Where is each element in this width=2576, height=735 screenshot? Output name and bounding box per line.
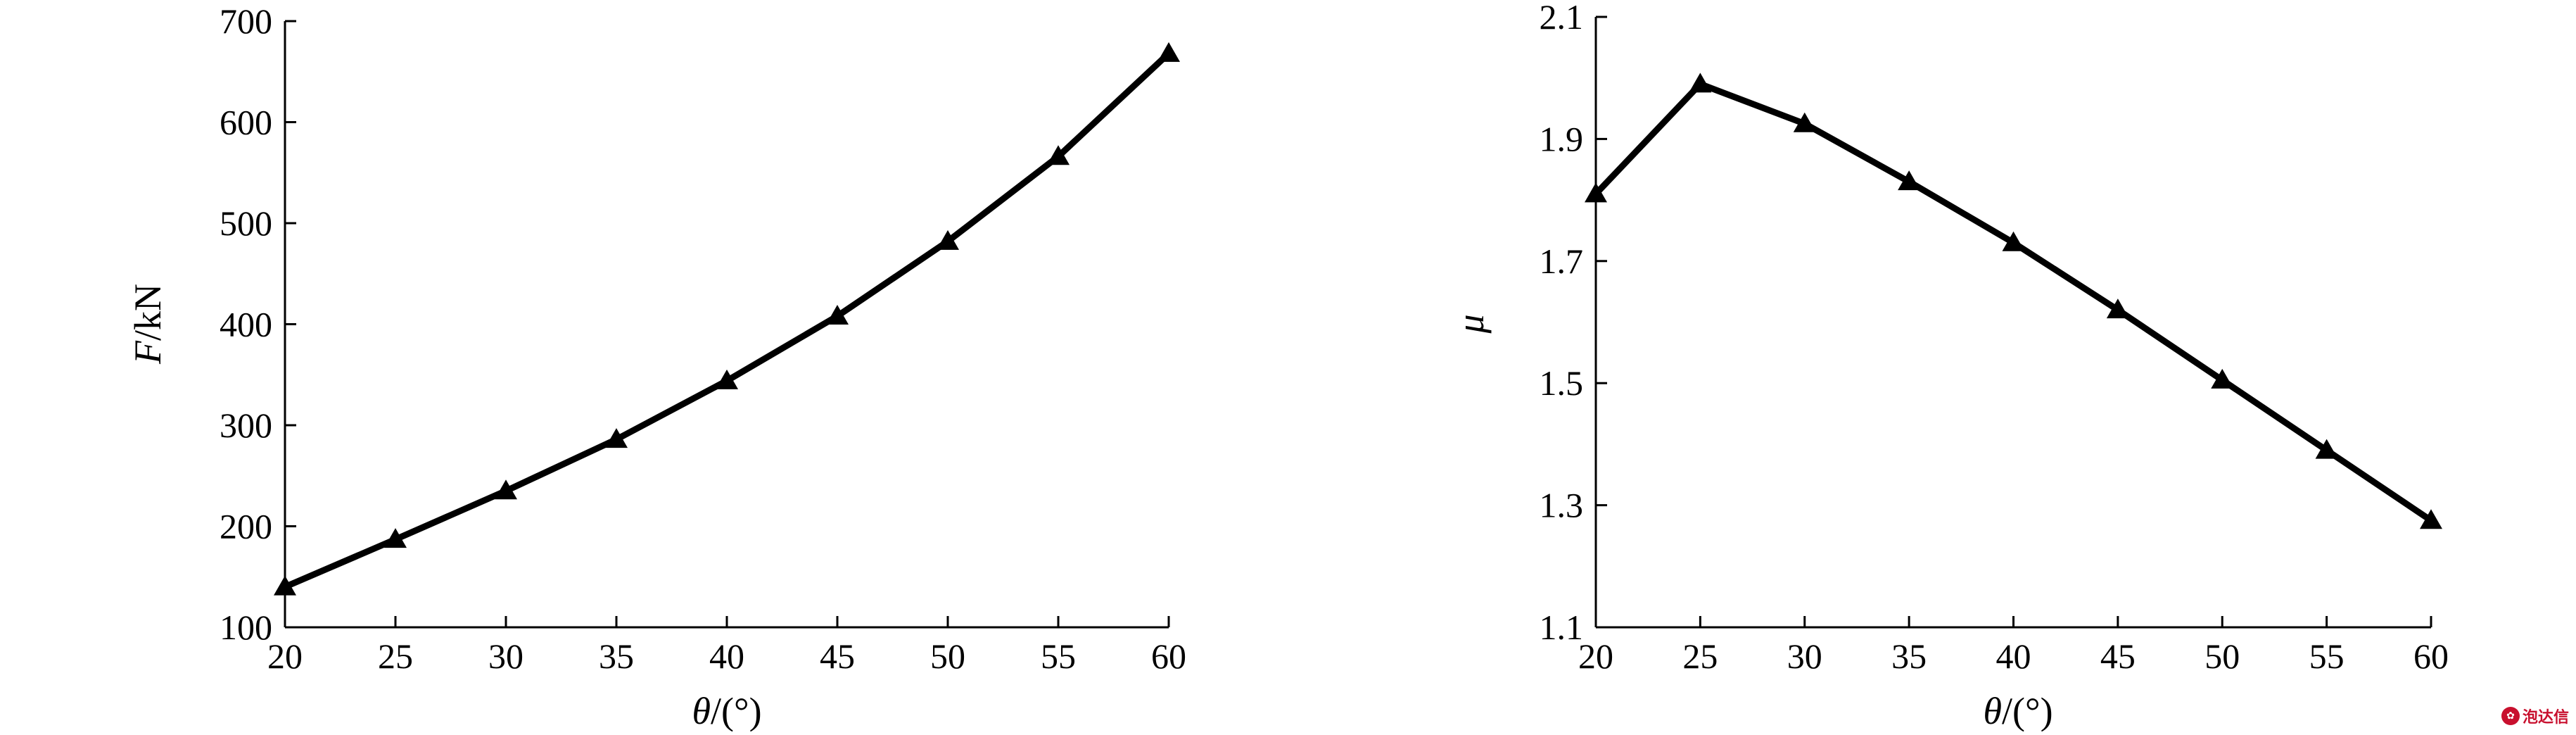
y-tick-label: 700 xyxy=(220,1,272,41)
y-tick-label: 300 xyxy=(220,406,272,445)
data-point xyxy=(1157,42,1180,62)
x-axis-symbol: θ xyxy=(1983,690,2002,731)
y-tick-label: 100 xyxy=(220,608,272,647)
x-tick-label: 45 xyxy=(2100,636,2136,676)
data-point xyxy=(605,428,628,448)
y-tick-label: 1.9 xyxy=(1540,119,1584,158)
x-axis-unit: /(°) xyxy=(711,690,762,731)
data-point xyxy=(1898,170,1921,191)
x-tick-label: 35 xyxy=(1891,636,1927,676)
data-point xyxy=(1047,145,1070,165)
y-tick-label: 1.7 xyxy=(1540,241,1584,281)
data-point xyxy=(384,528,407,548)
y-tick-label: 1.5 xyxy=(1540,363,1584,403)
x-tick-label: 45 xyxy=(820,636,855,676)
y-axis-title: F/kN xyxy=(127,284,169,365)
data-point xyxy=(826,305,849,325)
y-axis-symbol: F xyxy=(127,340,169,365)
cnki-logo-icon: ✿ xyxy=(2501,707,2520,725)
data-point xyxy=(2106,299,2129,319)
watermark-text: 泡达信 xyxy=(2522,709,2569,727)
chart-coefficient: μ θ/(°) 1.1 1.3 1.5 1.7 1.9 2.1 20 25 30 35 40 45 50… xyxy=(1449,0,2449,732)
y-tick-label: 600 xyxy=(220,103,272,142)
x-tick-label: 40 xyxy=(709,636,744,676)
y-tick-label: 1.1 xyxy=(1540,608,1584,647)
data-point xyxy=(2002,231,2025,251)
watermark: ✿ 泡达信 xyxy=(2501,705,2569,727)
x-tick-label: 50 xyxy=(930,636,965,676)
data-point xyxy=(2420,509,2442,529)
y-axis-symbol: μ xyxy=(1449,314,1492,334)
x-tick-label: 50 xyxy=(2204,636,2240,676)
x-axis-title: θ/(°) xyxy=(692,690,761,731)
data-point xyxy=(1793,112,1816,132)
x-axis-title: θ/(°) xyxy=(1983,690,2052,731)
series-line xyxy=(1592,80,2435,524)
x-tick-label: 20 xyxy=(1578,636,1613,676)
series-line xyxy=(281,50,1172,591)
x-tick-label: 60 xyxy=(2413,636,2449,676)
data-point xyxy=(495,479,517,500)
x-tick-label: 40 xyxy=(1996,636,2031,676)
x-tick-label: 25 xyxy=(1682,636,1718,676)
data-point xyxy=(2315,439,2338,459)
y-tick-label: 400 xyxy=(220,305,272,344)
x-axis-unit: /(°) xyxy=(2002,690,2053,731)
data-point xyxy=(1689,73,1712,93)
data-point xyxy=(937,230,959,250)
x-tick-label: 25 xyxy=(378,636,413,676)
data-point xyxy=(1585,182,1607,203)
x-tick-label: 35 xyxy=(599,636,634,676)
x-tick-label: 55 xyxy=(1041,636,1076,676)
chart-force: F/kN θ/(°) 100 200 300 400 500 600 700 20 25 30 35… xyxy=(127,1,1186,732)
y-axis-title: μ xyxy=(1449,314,1492,334)
x-tick-label: 30 xyxy=(1787,636,1822,676)
y-tick-label: 200 xyxy=(220,507,272,546)
y-tick-label: 2.1 xyxy=(1540,0,1584,37)
x-tick-label: 55 xyxy=(2309,636,2345,676)
y-axis-unit: /kN xyxy=(127,284,169,341)
data-point xyxy=(274,575,296,596)
data-point xyxy=(716,369,738,389)
y-tick-label: 500 xyxy=(220,203,272,243)
y-tick-label: 1.3 xyxy=(1540,486,1584,525)
x-axis-symbol: θ xyxy=(692,690,711,731)
x-tick-label: 20 xyxy=(267,636,303,676)
data-point xyxy=(2211,368,2234,389)
x-tick-label: 60 xyxy=(1151,636,1186,676)
x-tick-label: 30 xyxy=(488,636,524,676)
